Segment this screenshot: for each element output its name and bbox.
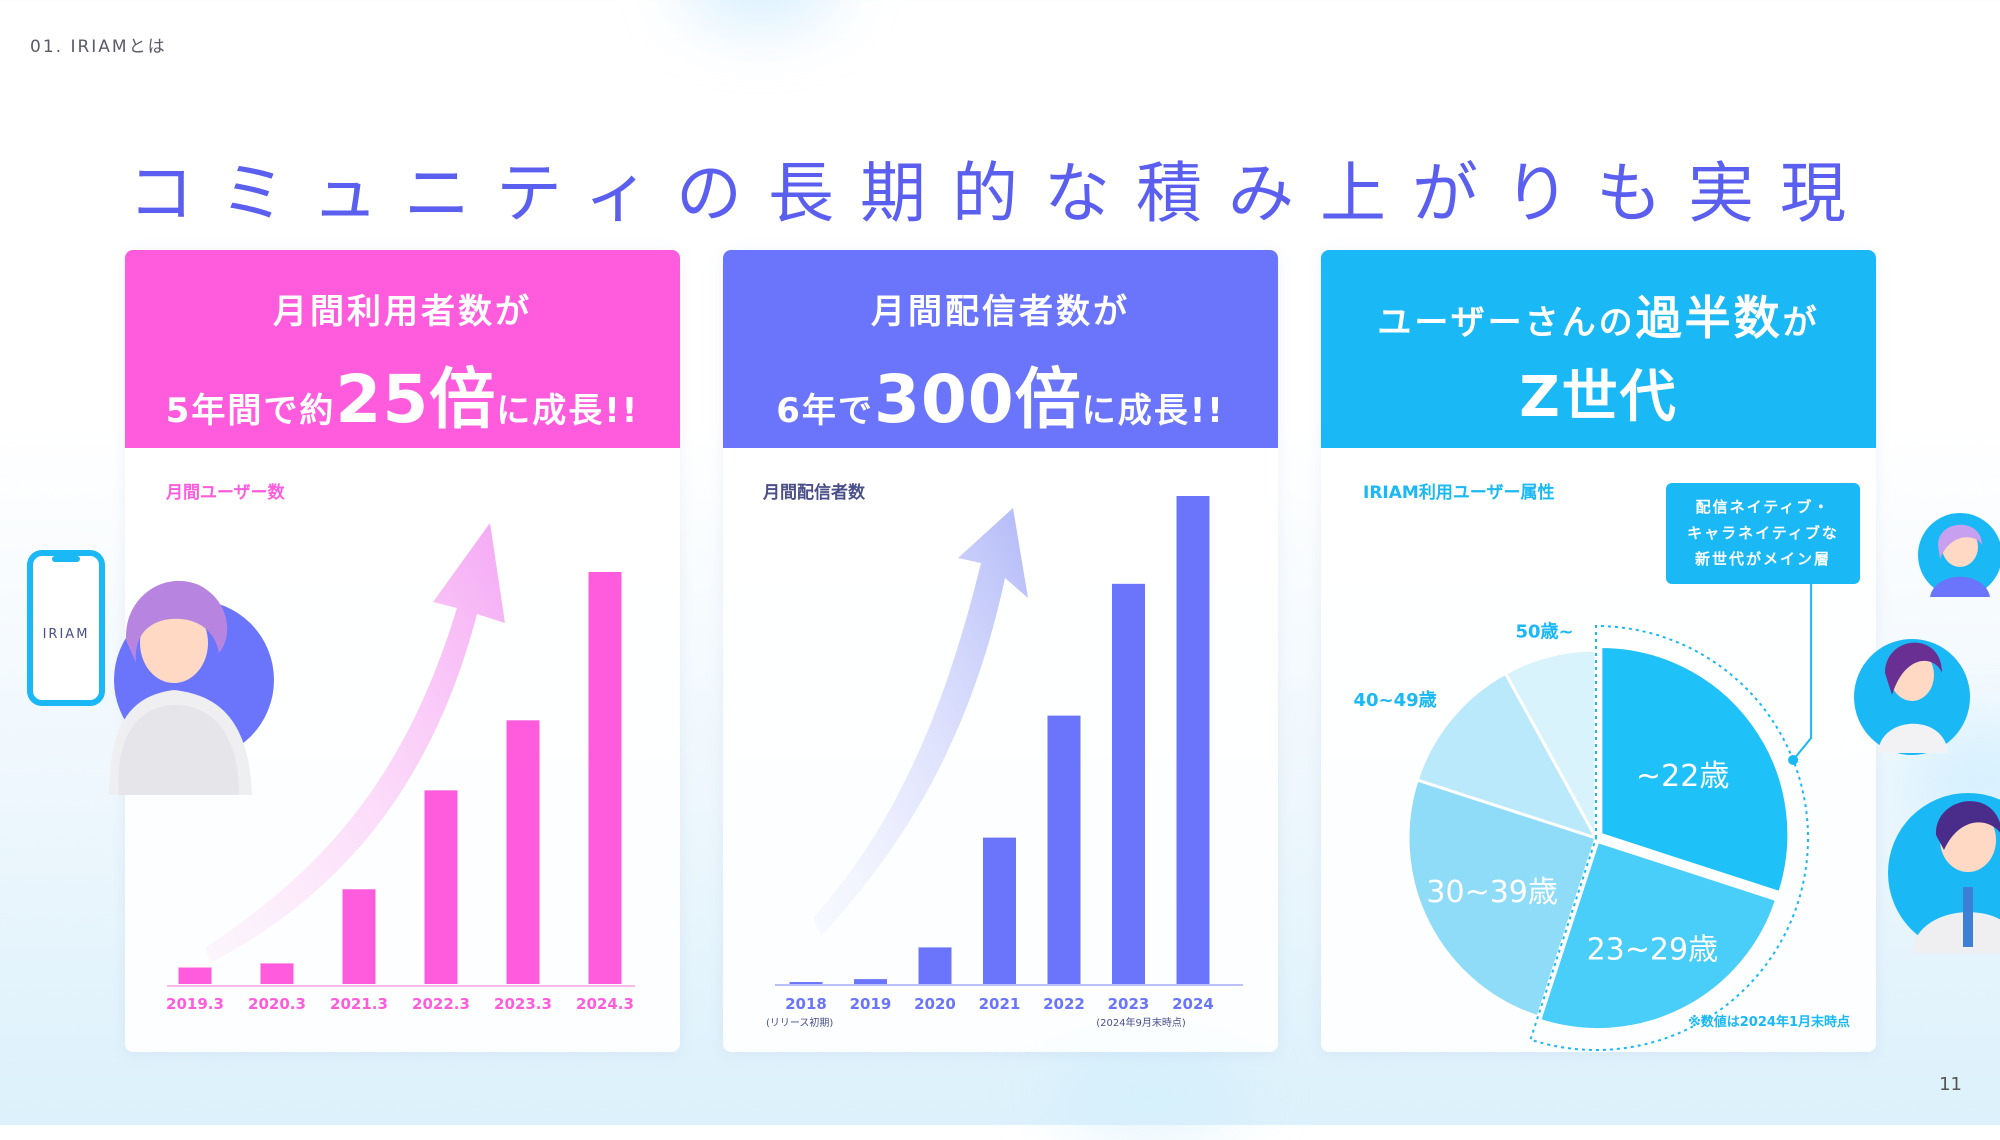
callout-line-2: キャラネイティブな bbox=[1687, 524, 1839, 542]
bar-2021.3 bbox=[342, 889, 376, 984]
bar-2023 bbox=[1112, 583, 1145, 984]
pie-slice-1 bbox=[1599, 644, 1791, 895]
header-pre: 6年で bbox=[776, 391, 874, 431]
bar-2022.3 bbox=[424, 790, 458, 984]
pie-label: 40~49歳 bbox=[1353, 690, 1436, 711]
note-release: (リリース初期) bbox=[766, 1016, 833, 1029]
header-highlight: 25倍 bbox=[335, 361, 497, 438]
header-post: に成長!! bbox=[1081, 391, 1225, 431]
bar-2024.3 bbox=[588, 572, 622, 984]
pie-slice-4 bbox=[1415, 671, 1600, 841]
x-tick-label: 2022.3 bbox=[412, 995, 470, 1013]
bar-2020 bbox=[918, 947, 952, 984]
card-monthly-streamers: 月間配信者数が 6年で300倍に成長!! 月間配信者数 2018 2019 2020… bbox=[723, 250, 1278, 1052]
chart-label-demographics: IRIAM利用ユーザー属性 bbox=[1363, 483, 1555, 503]
bg-blob bbox=[1050, 1040, 1250, 1140]
header-post: が bbox=[1782, 303, 1820, 343]
callout-connector bbox=[1792, 584, 1813, 761]
pie-chart-demographics: ~22歳 23~29歳 30~39歳 40~49歳 50歳~ 配信ネイティブ・ キャラネ… bbox=[1353, 483, 1860, 1051]
header-line1: 月間利用者数が bbox=[273, 292, 532, 332]
x-tick-label: 2024.3 bbox=[576, 995, 634, 1013]
phone-icon bbox=[27, 550, 105, 706]
pie-label: 23~29歳 bbox=[1587, 933, 1718, 968]
x-tick-label: 2023.3 bbox=[494, 995, 552, 1013]
phone-logo: IRIAM bbox=[43, 627, 90, 642]
bar-chart-users: 2019.3 2020.3 2021.3 2022.3 2023.3 2024.3 bbox=[166, 523, 635, 1013]
avatar-hair bbox=[125, 580, 228, 663]
x-tick-label: 2019 bbox=[850, 995, 892, 1013]
card-user-demographics: ユーザーさんの過半数が Z世代 IRIAM利用ユーザー属性 ~22歳 23~29歳… bbox=[1321, 250, 1876, 1052]
pie-slice-5 bbox=[1503, 648, 1598, 839]
bar-2019.3 bbox=[178, 967, 212, 984]
bar-2019 bbox=[854, 979, 887, 984]
bar-chart-streamers: 2018 2019 2020 2021 2022 2023 2024 (リリース初期) (2… bbox=[766, 496, 1243, 1029]
header-line2: 6年で300倍に成長!! bbox=[723, 346, 1278, 442]
header-post: に成長!! bbox=[496, 391, 640, 431]
growth-arrow bbox=[205, 523, 505, 963]
character-illustration: IRIAM bbox=[27, 550, 274, 795]
x-tick-label: 2022 bbox=[1043, 995, 1085, 1013]
card-body-streamers: 月間配信者数 2018 2019 2020 2021 2022 2023 2024 (リリー… bbox=[723, 448, 1278, 1052]
note-date: (2024年9月末時点) bbox=[1096, 1016, 1186, 1029]
x-tick-label: 2021 bbox=[979, 995, 1021, 1013]
pie-slice-3 bbox=[1406, 778, 1598, 1019]
header-highlight: 過半数 bbox=[1635, 291, 1783, 345]
x-tick-label: 2021.3 bbox=[330, 995, 388, 1013]
header-line1: ユーザーさんの過半数が bbox=[1321, 282, 1876, 348]
chart-label-users: 月間ユーザー数 bbox=[166, 483, 285, 503]
x-tick-label: 2020.3 bbox=[248, 995, 306, 1013]
x-tick-label: 2019.3 bbox=[166, 995, 224, 1013]
avatar-hoodie bbox=[118, 705, 239, 795]
header-line2: Z世代 bbox=[1519, 365, 1678, 430]
card-monthly-users: 月間利用者数が 5年間で約25倍に成長!! 月間ユーザー数 2019.3 2020… bbox=[125, 250, 680, 1052]
callout-dot bbox=[1788, 754, 1799, 765]
footnote: ※数値は2024年1月末時点 bbox=[1688, 1014, 1850, 1030]
card-header-users: 月間利用者数が 5年間で約25倍に成長!! bbox=[125, 250, 680, 448]
page-title: コミュニティの長期的な積み上がりも実現 bbox=[127, 155, 1873, 233]
bar-2022 bbox=[1047, 715, 1081, 984]
card-header-streamers: 月間配信者数が 6年で300倍に成長!! bbox=[723, 250, 1278, 448]
callout-box bbox=[1666, 483, 1860, 584]
bar-2021 bbox=[983, 837, 1016, 984]
section-label: 01. IRIAMとは bbox=[30, 37, 167, 57]
pie-label: 30~39歳 bbox=[1426, 875, 1557, 910]
chart-label-streamers: 月間配信者数 bbox=[763, 483, 865, 503]
pie-label: 50歳~ bbox=[1516, 622, 1574, 643]
card-body-demographics: IRIAM利用ユーザー属性 ~22歳 23~29歳 30~39歳 40~49歳 50歳~… bbox=[1321, 448, 1876, 1052]
header-highlight: 300倍 bbox=[873, 361, 1082, 438]
bar-2024 bbox=[1176, 496, 1210, 984]
x-tick-label: 2023 bbox=[1108, 995, 1150, 1013]
bar-2020.3 bbox=[260, 963, 294, 984]
header-pre: ユーザーさんの bbox=[1377, 303, 1636, 343]
callout-line-1: 配信ネイティブ・ bbox=[1696, 498, 1831, 516]
header-line2: 5年間で約25倍に成長!! bbox=[125, 346, 680, 442]
page-number: 11 bbox=[1939, 1074, 1962, 1095]
x-tick-label: 2024 bbox=[1172, 995, 1214, 1013]
callout-line-3: 新世代がメイン層 bbox=[1695, 550, 1831, 568]
avatars-right bbox=[1854, 513, 2000, 953]
header-line1: 月間配信者数が bbox=[871, 292, 1130, 332]
header-pre: 5年間で約 bbox=[165, 391, 336, 431]
growth-arrow bbox=[813, 508, 1028, 936]
card-body-users: 月間ユーザー数 2019.3 2020.3 2021.3 2022.3 2023.3 20… bbox=[125, 448, 680, 1052]
bar-2018 bbox=[789, 982, 823, 984]
bg-blob bbox=[680, 0, 840, 30]
bar-2023.3 bbox=[506, 720, 540, 984]
pie-slice-2 bbox=[1537, 839, 1779, 1032]
x-tick-label: 2020 bbox=[914, 995, 956, 1013]
pie-label: ~22歳 bbox=[1636, 759, 1729, 794]
phone-notch bbox=[52, 556, 80, 562]
avatar-face bbox=[140, 603, 208, 683]
card-header-demographics: ユーザーさんの過半数が Z世代 bbox=[1321, 250, 1876, 448]
x-tick-label: 2018 bbox=[785, 995, 827, 1013]
